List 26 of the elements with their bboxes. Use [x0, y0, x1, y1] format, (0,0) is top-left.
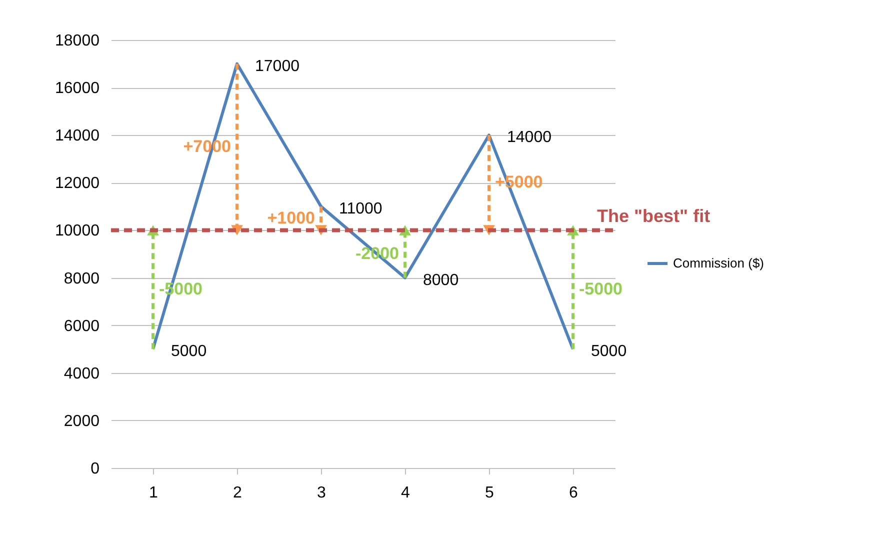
y-tick-label: 12000: [55, 175, 100, 192]
data-label: 5000: [591, 343, 627, 360]
x-tick-label: 1: [149, 484, 158, 502]
legend-label: Commission ($): [673, 256, 764, 270]
ref-line-label: The "best" fit: [597, 206, 710, 226]
y-tick-label: 10000: [55, 222, 100, 240]
data-label: 14000: [507, 129, 552, 146]
data-label: 11000: [339, 200, 382, 218]
x-tick-label: 3: [317, 484, 326, 502]
data-label: 5000: [171, 343, 207, 360]
annotation: +1000: [267, 208, 315, 228]
x-tick-label: 5: [485, 484, 494, 502]
y-tick-label: 14000: [55, 128, 100, 145]
data-label: 8000: [423, 272, 459, 289]
y-tick-label: 4000: [64, 365, 100, 382]
data-label: 17000: [255, 58, 300, 75]
y-tick-label: 6000: [64, 318, 100, 335]
y-tick-label: 0: [90, 460, 100, 478]
x-tick-label: 2: [233, 484, 242, 502]
y-tick-label: 16000: [55, 80, 100, 98]
y-tick-label: 8000: [64, 270, 100, 288]
x-tick-label: 4: [401, 484, 410, 502]
y-tick-label: 2000: [64, 412, 100, 430]
annotation: -5000: [579, 280, 622, 299]
y-tick-label: 18000: [55, 32, 100, 50]
x-tick-label: 6: [569, 484, 578, 502]
